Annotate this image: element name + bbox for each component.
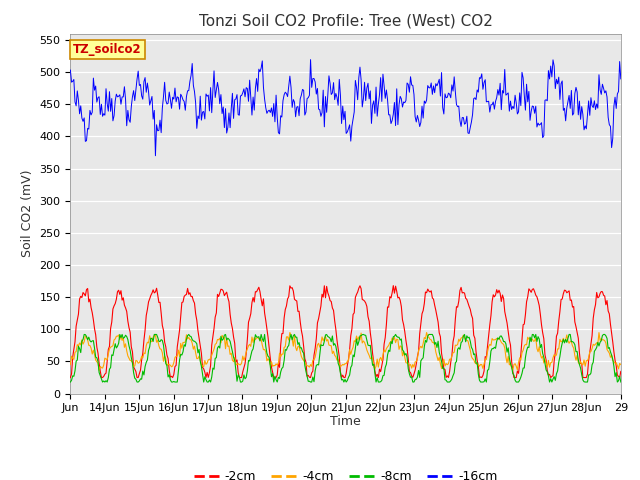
Legend: -2cm, -4cm, -8cm, -16cm: -2cm, -4cm, -8cm, -16cm (189, 465, 502, 480)
Y-axis label: Soil CO2 (mV): Soil CO2 (mV) (21, 170, 34, 257)
Title: Tonzi Soil CO2 Profile: Tree (West) CO2: Tonzi Soil CO2 Profile: Tree (West) CO2 (198, 13, 493, 28)
Text: TZ_soilco2: TZ_soilco2 (73, 43, 142, 56)
X-axis label: Time: Time (330, 415, 361, 428)
